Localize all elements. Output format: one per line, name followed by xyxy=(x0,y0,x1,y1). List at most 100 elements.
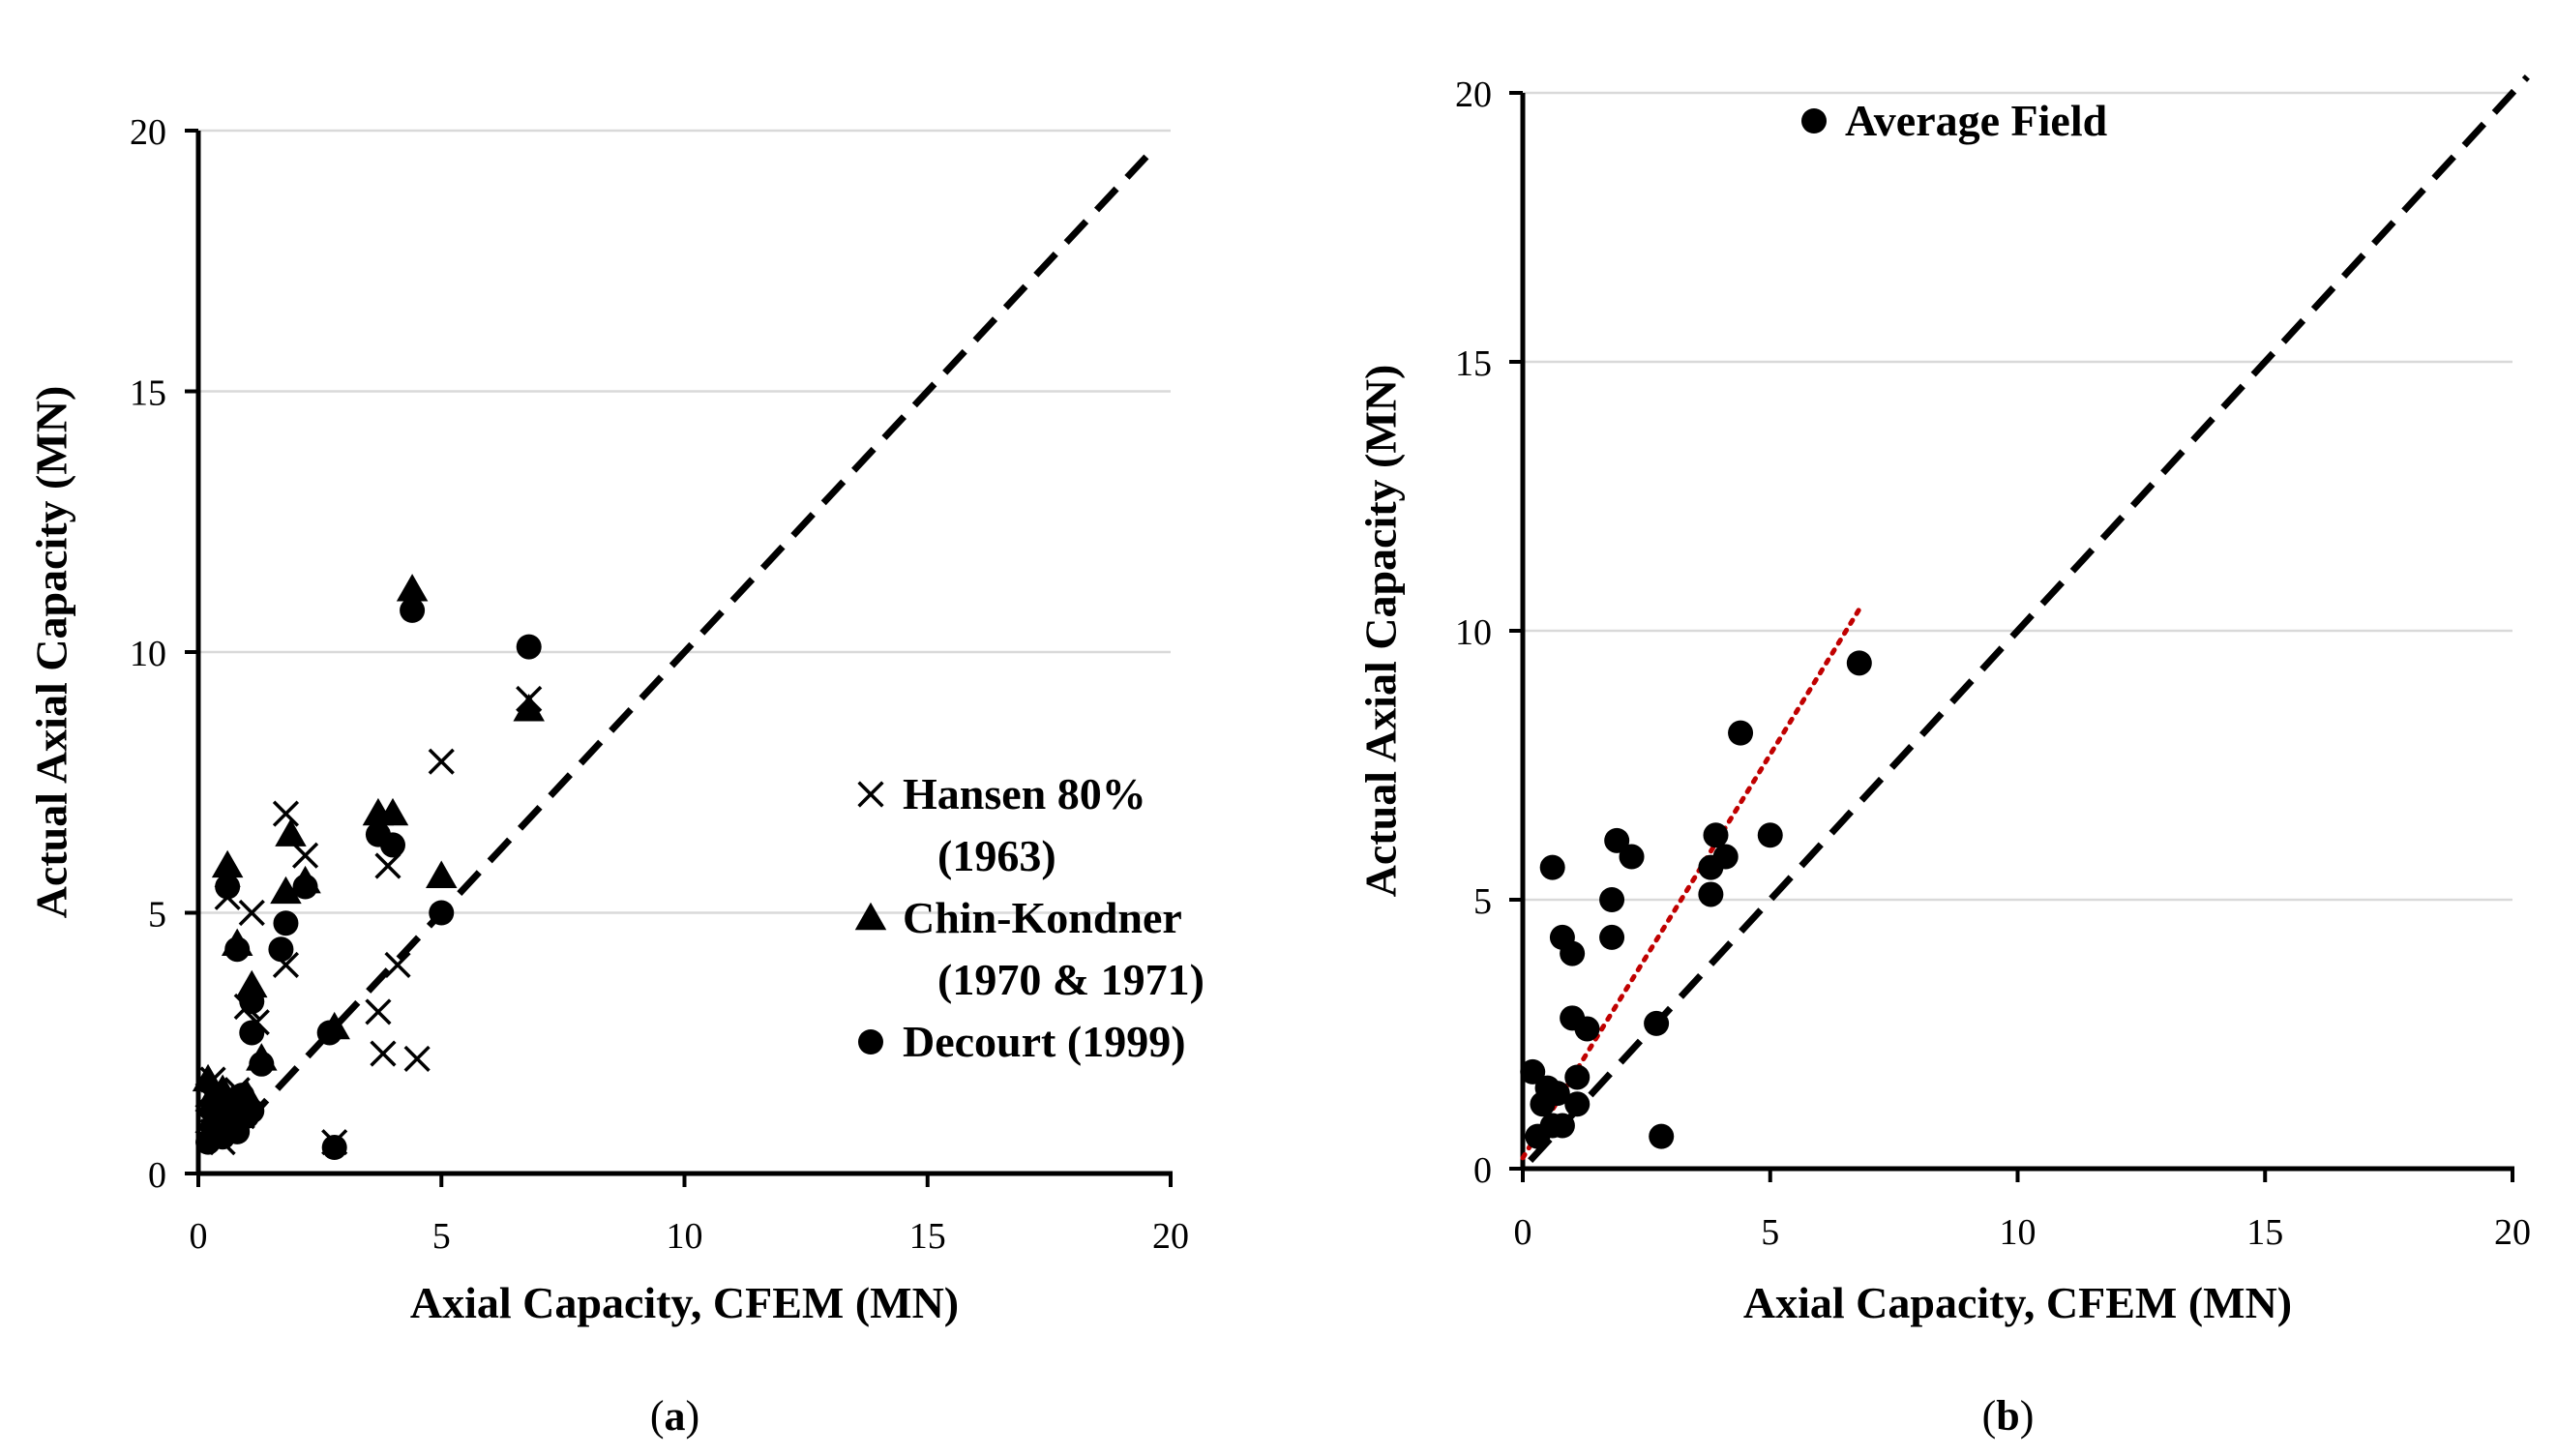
y-tick-label: 5 xyxy=(148,895,166,936)
data-point xyxy=(380,832,405,858)
data-point xyxy=(1549,1113,1575,1139)
y-tick-label: 5 xyxy=(1473,881,1492,922)
data-point xyxy=(249,1051,275,1077)
legend-marker xyxy=(854,902,887,931)
legend: Average Field xyxy=(1801,96,2108,145)
data-point xyxy=(1599,924,1625,950)
data-point xyxy=(273,910,299,936)
data-point xyxy=(1544,1081,1570,1107)
data-point xyxy=(275,818,307,847)
data-point xyxy=(1649,1123,1675,1149)
x-axis-title: Axial Capacity, CFEM (MN) xyxy=(410,1278,959,1327)
legend-label: Average Field xyxy=(1845,96,2108,145)
data-point xyxy=(291,842,319,869)
data-point xyxy=(1604,827,1630,853)
data-point xyxy=(370,1040,397,1067)
x-tick-label: 15 xyxy=(2246,1212,2283,1253)
data-point xyxy=(236,969,268,998)
data-point xyxy=(516,634,542,660)
data-point xyxy=(384,951,411,978)
data-point xyxy=(1846,650,1872,676)
data-point xyxy=(1520,1058,1546,1085)
y-tick-label: 20 xyxy=(1455,74,1492,115)
legend-label: Chin-Kondner xyxy=(903,893,1182,942)
data-point xyxy=(224,936,251,963)
legend-marker xyxy=(1801,108,1827,134)
data-point xyxy=(429,900,455,926)
y-tick-label: 20 xyxy=(130,112,166,153)
y-tick-label: 10 xyxy=(1455,612,1492,653)
y-axis-title: Actual Axial Capacity (MN) xyxy=(1356,365,1406,898)
x-tick-label: 10 xyxy=(2000,1212,2037,1253)
legend-label: (1963) xyxy=(937,831,1056,880)
chart-panel-a: 0 5 10 15 20 0 5 10 15 20 Axial Capacity, CFEM (MN… xyxy=(27,112,1204,1440)
caption-open: ( xyxy=(1982,1392,1997,1440)
legend-marker xyxy=(857,781,884,808)
data-point xyxy=(1619,844,1645,870)
x-tick-label: 0 xyxy=(190,1216,208,1257)
legend: Hansen 80% (1963) Chin-Kondner (1970 & 1971… xyxy=(854,769,1204,1066)
data-point xyxy=(215,874,241,900)
legend-label: Hansen 80% xyxy=(903,769,1146,818)
data-point xyxy=(268,936,294,963)
x-axis-title: Axial Capacity, CFEM (MN) xyxy=(1743,1278,2292,1327)
data-point xyxy=(211,849,244,878)
data-point xyxy=(428,748,455,775)
y-tick-label: 10 xyxy=(130,634,166,674)
legend-label: (1970 & 1971) xyxy=(937,955,1204,1004)
series-circle xyxy=(195,597,542,1161)
data-point xyxy=(239,989,265,1015)
caption-close: ) xyxy=(686,1392,700,1440)
y-tick-label: 0 xyxy=(148,1155,166,1196)
data-point xyxy=(1564,1064,1591,1090)
panel-caption: (b) xyxy=(1982,1392,2035,1440)
panel-caption: (a) xyxy=(650,1392,699,1440)
data-point xyxy=(1712,844,1739,870)
y-tick-label: 15 xyxy=(130,373,166,414)
data-point xyxy=(1698,881,1724,907)
x-tick-label: 15 xyxy=(909,1216,946,1257)
y-tick-label: 0 xyxy=(1473,1150,1492,1191)
caption-open: ( xyxy=(650,1392,665,1440)
y-tick-label: 15 xyxy=(1455,343,1492,384)
data-point xyxy=(365,998,392,1025)
data-point xyxy=(1539,854,1565,880)
chart-panel-b: 0 5 10 15 20 0 5 10 15 20 Axial Capacity, CFEM (MN… xyxy=(1356,74,2531,1440)
legend-label: Decourt (1999) xyxy=(903,1017,1186,1066)
data-point xyxy=(376,797,409,826)
caption-letter: a xyxy=(665,1392,686,1440)
data-point xyxy=(1574,1016,1600,1042)
data-point xyxy=(513,694,545,722)
data-point xyxy=(1644,1010,1670,1036)
data-point xyxy=(1564,1091,1591,1117)
x-tick-label: 5 xyxy=(1761,1212,1779,1253)
data-point xyxy=(239,1020,265,1046)
x-tick-label: 20 xyxy=(1152,1216,1189,1257)
data-point xyxy=(396,574,429,602)
data-point xyxy=(1703,822,1729,848)
data-point xyxy=(238,899,265,927)
x-tick-label: 10 xyxy=(667,1216,703,1257)
caption-letter: b xyxy=(1996,1392,2019,1440)
data-point xyxy=(1560,940,1586,966)
data-point xyxy=(1728,720,1754,746)
data-point xyxy=(1599,887,1625,912)
x-tick-label: 5 xyxy=(432,1216,451,1257)
data-point xyxy=(400,597,426,623)
x-tick-label: 0 xyxy=(1514,1212,1532,1253)
data-point xyxy=(272,800,300,827)
legend-marker xyxy=(858,1029,883,1055)
data-point xyxy=(1757,822,1783,848)
series-triangle xyxy=(192,574,545,1128)
data-point xyxy=(426,860,458,888)
data-point xyxy=(292,874,318,900)
data-point xyxy=(316,1020,342,1046)
one-to-one-line xyxy=(1528,74,2530,1164)
x-tick-label: 20 xyxy=(2494,1212,2531,1253)
data-point xyxy=(321,1135,347,1161)
data-point xyxy=(192,1063,224,1092)
y-axis-title: Actual Axial Capacity (MN) xyxy=(27,386,76,919)
data-point xyxy=(374,852,401,879)
data-point xyxy=(403,1045,431,1073)
